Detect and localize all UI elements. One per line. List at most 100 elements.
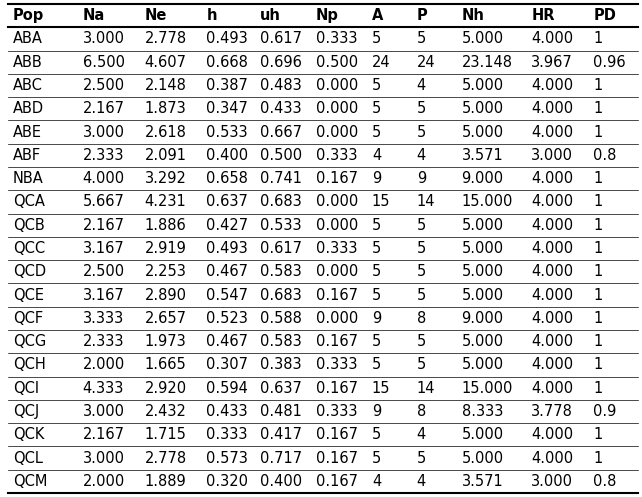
Text: 15: 15 — [372, 194, 390, 209]
Text: 0.523: 0.523 — [206, 311, 248, 326]
Text: 0.333: 0.333 — [316, 31, 358, 46]
Text: 4.000: 4.000 — [532, 125, 573, 140]
Text: 4.000: 4.000 — [532, 334, 573, 349]
Text: 5.000: 5.000 — [462, 334, 504, 349]
Text: 0.383: 0.383 — [260, 357, 302, 372]
Text: 0.717: 0.717 — [260, 451, 302, 466]
Text: 14: 14 — [417, 381, 435, 396]
Text: 0.000: 0.000 — [316, 78, 358, 93]
Text: 0.483: 0.483 — [260, 78, 302, 93]
Text: 5: 5 — [417, 101, 426, 116]
Text: NBA: NBA — [13, 171, 44, 186]
Text: 4: 4 — [372, 148, 381, 163]
Text: ABA: ABA — [13, 31, 43, 46]
Text: P: P — [417, 8, 428, 23]
Text: ABF: ABF — [13, 148, 41, 163]
Text: 1: 1 — [593, 31, 602, 46]
Text: Nh: Nh — [462, 8, 485, 23]
Text: 15: 15 — [372, 381, 390, 396]
Text: QCD: QCD — [13, 264, 46, 279]
Text: 3.000: 3.000 — [83, 31, 125, 46]
Text: 4.000: 4.000 — [532, 451, 573, 466]
Text: 0.683: 0.683 — [260, 194, 302, 209]
Text: QCG: QCG — [13, 334, 46, 349]
Text: QCH: QCH — [13, 357, 46, 372]
Text: 0.617: 0.617 — [260, 241, 302, 256]
Text: 4.000: 4.000 — [532, 101, 573, 116]
Text: 23.148: 23.148 — [462, 55, 512, 70]
Text: 14: 14 — [417, 194, 435, 209]
Text: 0.387: 0.387 — [206, 78, 248, 93]
Text: 1.886: 1.886 — [144, 218, 186, 233]
Text: 9: 9 — [372, 311, 381, 326]
Text: 0.320: 0.320 — [206, 474, 248, 489]
Text: 0.000: 0.000 — [316, 194, 358, 209]
Text: 0.9: 0.9 — [593, 404, 616, 419]
Text: QCI: QCI — [13, 381, 39, 396]
Text: 3.571: 3.571 — [462, 148, 503, 163]
Text: 2.432: 2.432 — [144, 404, 186, 419]
Text: QCL: QCL — [13, 451, 43, 466]
Text: 3.167: 3.167 — [83, 241, 125, 256]
Text: 1.715: 1.715 — [144, 427, 186, 442]
Text: 5.667: 5.667 — [83, 194, 125, 209]
Text: 0.000: 0.000 — [316, 311, 358, 326]
Text: ABB: ABB — [13, 55, 43, 70]
Text: 5.000: 5.000 — [462, 427, 504, 442]
Text: 0.000: 0.000 — [316, 101, 358, 116]
Text: 5.000: 5.000 — [462, 451, 504, 466]
Text: 5: 5 — [372, 288, 381, 303]
Text: 1: 1 — [593, 311, 602, 326]
Text: 0.583: 0.583 — [260, 334, 302, 349]
Text: 0.493: 0.493 — [206, 31, 248, 46]
Text: QCC: QCC — [13, 241, 45, 256]
Text: 1: 1 — [593, 194, 602, 209]
Text: 1.889: 1.889 — [144, 474, 186, 489]
Text: 0.347: 0.347 — [206, 101, 248, 116]
Text: 0.400: 0.400 — [260, 474, 302, 489]
Text: 4.000: 4.000 — [532, 264, 573, 279]
Text: QCA: QCA — [13, 194, 45, 209]
Text: 0.637: 0.637 — [206, 194, 248, 209]
Text: 5: 5 — [372, 451, 381, 466]
Text: 5: 5 — [372, 125, 381, 140]
Text: 0.493: 0.493 — [206, 241, 248, 256]
Text: ABD: ABD — [13, 101, 44, 116]
Text: 2.148: 2.148 — [144, 78, 186, 93]
Text: 1: 1 — [593, 334, 602, 349]
Text: 5.000: 5.000 — [462, 264, 504, 279]
Text: 1.665: 1.665 — [144, 357, 186, 372]
Text: 4.000: 4.000 — [532, 218, 573, 233]
Text: QCB: QCB — [13, 218, 45, 233]
Text: 0.467: 0.467 — [206, 264, 248, 279]
Text: 24: 24 — [417, 55, 435, 70]
Text: 0.333: 0.333 — [316, 404, 358, 419]
Text: 4.000: 4.000 — [532, 194, 573, 209]
Text: 2.657: 2.657 — [144, 311, 187, 326]
Text: 5: 5 — [417, 31, 426, 46]
Text: QCE: QCE — [13, 288, 44, 303]
Text: 2.091: 2.091 — [144, 148, 187, 163]
Text: 5.000: 5.000 — [462, 288, 504, 303]
Text: Ne: Ne — [144, 8, 167, 23]
Text: 3.778: 3.778 — [532, 404, 573, 419]
Text: 0.668: 0.668 — [206, 55, 248, 70]
Text: 5.000: 5.000 — [462, 101, 504, 116]
Text: 0.658: 0.658 — [206, 171, 248, 186]
Text: 0.667: 0.667 — [260, 125, 302, 140]
Text: 1: 1 — [593, 381, 602, 396]
Text: 1: 1 — [593, 427, 602, 442]
Text: 3.000: 3.000 — [83, 404, 125, 419]
Text: QCM: QCM — [13, 474, 48, 489]
Text: 4.000: 4.000 — [532, 31, 573, 46]
Text: 3.000: 3.000 — [83, 125, 125, 140]
Text: 0.500: 0.500 — [260, 148, 302, 163]
Text: 24: 24 — [372, 55, 390, 70]
Text: 3.571: 3.571 — [462, 474, 503, 489]
Text: 2.500: 2.500 — [83, 78, 125, 93]
Text: HR: HR — [532, 8, 555, 23]
Text: 4.000: 4.000 — [532, 78, 573, 93]
Text: 1: 1 — [593, 241, 602, 256]
Text: uh: uh — [260, 8, 281, 23]
Text: 9: 9 — [372, 171, 381, 186]
